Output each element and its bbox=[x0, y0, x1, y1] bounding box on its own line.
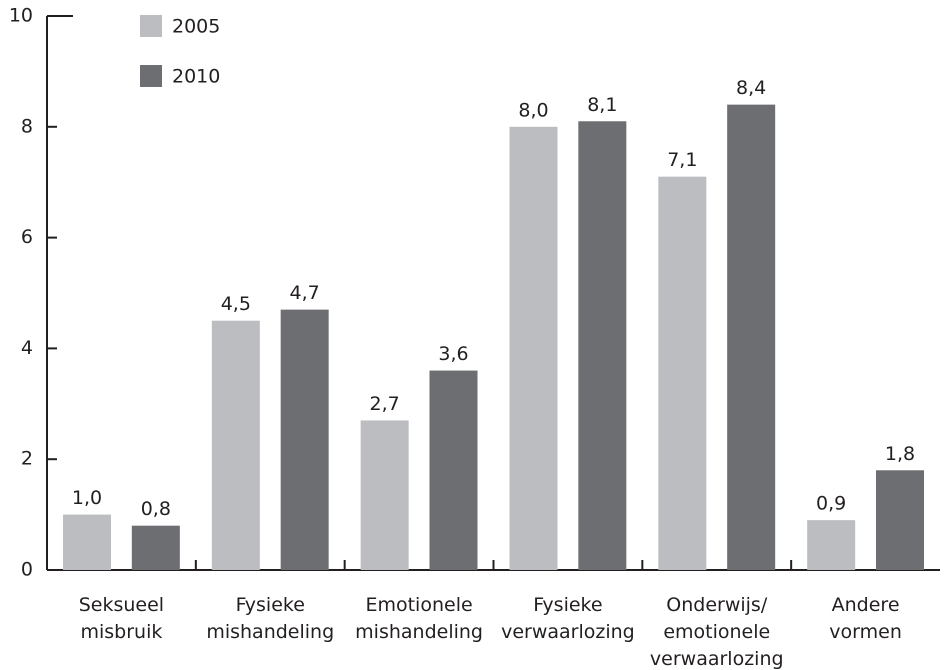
bar bbox=[658, 176, 707, 570]
bar bbox=[211, 320, 260, 570]
bar bbox=[876, 470, 924, 570]
value-label: 4,7 bbox=[290, 282, 320, 304]
value-label: 8,1 bbox=[587, 94, 617, 116]
value-label: 3,6 bbox=[438, 343, 468, 365]
value-label: 0,8 bbox=[141, 498, 171, 520]
x-tick-label: Fysieke verwaarlozing bbox=[501, 594, 635, 643]
bar bbox=[63, 514, 111, 570]
bar bbox=[429, 370, 478, 570]
value-label: 8,0 bbox=[518, 99, 548, 121]
value-label: 4,5 bbox=[221, 293, 251, 315]
y-tick-label: 0 bbox=[21, 559, 33, 581]
x-tick-label: Onderwijs/emotionele verwaarlozing bbox=[650, 594, 784, 670]
x-tick-label: Emotionele mishandeling bbox=[355, 594, 483, 643]
legend-swatch bbox=[140, 65, 162, 87]
bar bbox=[509, 126, 558, 571]
y-tick-label: 4 bbox=[21, 337, 33, 359]
x-tick-label: Fysieke mishandeling bbox=[206, 594, 334, 643]
value-label: 1,8 bbox=[885, 443, 915, 465]
value-label: 0,9 bbox=[816, 493, 846, 515]
y-tick-label: 10 bbox=[9, 5, 33, 27]
bar bbox=[280, 309, 329, 570]
y-tick-label: 6 bbox=[21, 226, 33, 248]
bar bbox=[727, 104, 776, 570]
bar bbox=[131, 525, 180, 570]
legend-label: 2010 bbox=[172, 66, 220, 88]
value-label: 1,0 bbox=[72, 487, 102, 509]
bar bbox=[578, 121, 627, 570]
value-label: 7,1 bbox=[667, 149, 697, 171]
bar bbox=[807, 520, 856, 570]
x-tick-label: Andere vormen bbox=[829, 594, 902, 643]
value-label: 2,7 bbox=[370, 393, 400, 415]
value-label: 8,4 bbox=[736, 77, 766, 99]
x-tick-label: Seksueel misbruik bbox=[79, 594, 164, 643]
y-tick-label: 8 bbox=[21, 115, 33, 137]
legend-swatch bbox=[140, 15, 162, 37]
bar bbox=[360, 420, 409, 570]
legend-label: 2005 bbox=[172, 16, 220, 38]
y-tick-label: 2 bbox=[21, 448, 33, 470]
